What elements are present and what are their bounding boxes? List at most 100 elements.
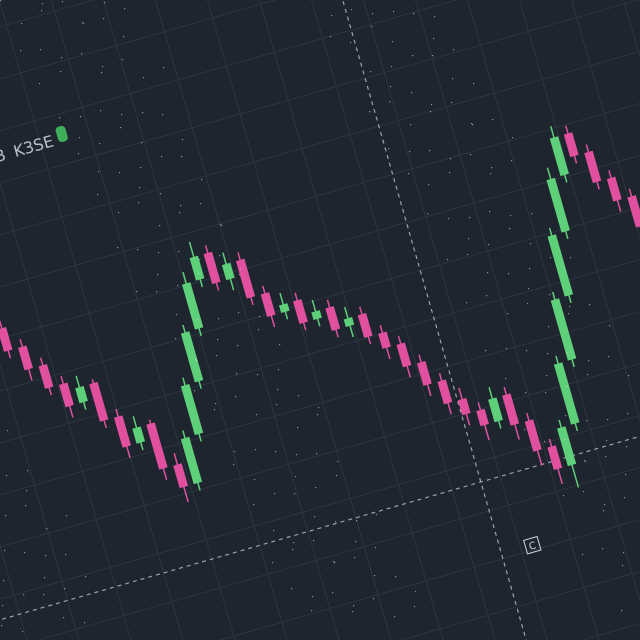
grid-line <box>0 349 640 637</box>
noise-dot <box>201 179 203 181</box>
noise-dot <box>606 440 608 442</box>
noise-dot <box>197 319 199 321</box>
noise-dot <box>45 555 47 557</box>
noise-dot <box>162 114 164 116</box>
noise-dot <box>44 577 46 579</box>
noise-dot <box>117 247 119 249</box>
noise-dot <box>525 392 527 394</box>
noise-dot <box>453 49 455 51</box>
noise-dot <box>62 1 64 3</box>
grid-line <box>0 589 640 640</box>
noise-dot <box>489 211 491 213</box>
grid-line <box>0 0 640 157</box>
noise-dot <box>179 212 181 214</box>
noise-dot <box>40 49 42 51</box>
noise-dot <box>298 395 300 397</box>
noise-dot <box>238 312 240 314</box>
grid-line <box>0 205 640 493</box>
noise-dot <box>124 8 126 10</box>
candle-body <box>557 426 577 467</box>
noise-dot <box>239 274 241 276</box>
candle-body <box>18 345 33 371</box>
noise-dot <box>279 344 281 346</box>
grid-line <box>0 397 640 640</box>
noise-dot <box>199 259 201 261</box>
candle-body <box>563 132 579 158</box>
noise-dot <box>485 350 487 352</box>
candle-body <box>260 292 276 318</box>
grid-line <box>253 0 541 640</box>
noise-dot <box>447 259 449 261</box>
noise-dot <box>623 552 625 554</box>
noise-dot <box>469 217 471 219</box>
noise-dot <box>143 77 145 79</box>
noise-dot <box>137 249 139 251</box>
noise-dot <box>431 104 433 106</box>
candle-body <box>113 415 131 448</box>
noise-dot <box>508 273 510 275</box>
noise-dot <box>1 625 3 627</box>
noise-dot <box>159 225 161 227</box>
candle-body <box>189 255 205 281</box>
grid-line <box>156 0 445 640</box>
noise-dot <box>354 557 356 559</box>
noise-dot <box>255 449 257 451</box>
noise-dot <box>608 356 610 358</box>
noise-dot <box>587 374 589 376</box>
noise-dot <box>272 562 274 564</box>
noise-dot <box>547 353 549 355</box>
noise-dot <box>43 594 45 596</box>
noise-dot <box>609 325 611 327</box>
noise-dot <box>589 304 591 306</box>
noise-dot <box>64 588 66 590</box>
noise-dot <box>240 268 242 270</box>
noise-dot <box>544 441 546 443</box>
noise-dot <box>312 596 314 598</box>
noise-dot <box>430 111 432 113</box>
noise-dot <box>198 273 200 275</box>
noise-dot <box>160 193 162 195</box>
noise-dot <box>427 213 429 215</box>
noise-dot <box>528 288 530 290</box>
noise-dot <box>602 548 604 550</box>
noise-dot <box>391 66 393 68</box>
noise-dot <box>22 631 24 633</box>
noise-dot <box>512 137 514 139</box>
noise-dot <box>492 119 494 121</box>
grid-line <box>349 0 637 640</box>
noise-dot <box>373 598 375 600</box>
candle-body <box>547 445 563 471</box>
noise-dot <box>318 407 320 409</box>
noise-dot <box>221 225 223 227</box>
noise-dot <box>41 10 43 12</box>
noise-dot <box>141 142 143 144</box>
noise-dot <box>120 127 122 129</box>
grid-line <box>493 0 640 640</box>
noise-dot <box>83 23 85 25</box>
noise-dot <box>506 348 508 350</box>
candle-body <box>524 419 542 452</box>
noise-dot <box>369 111 371 113</box>
noise-dot <box>291 588 293 590</box>
noise-dot <box>486 295 488 297</box>
noise-dot <box>157 274 159 276</box>
noise-dot <box>393 11 395 13</box>
noise-dot <box>509 228 511 230</box>
noise-dot <box>275 451 277 453</box>
noise-dot <box>234 451 236 453</box>
noise-dot <box>490 173 492 175</box>
noise-dot <box>4 550 6 552</box>
noise-dot <box>139 187 141 189</box>
noise-dot <box>605 456 607 458</box>
noise-dot <box>371 26 373 28</box>
grid-line <box>445 0 640 640</box>
noise-dot <box>81 53 83 55</box>
candle-body <box>203 251 221 285</box>
noise-dot <box>607 419 609 421</box>
header-label: K3SE <box>11 131 56 161</box>
noise-dot <box>259 316 261 318</box>
candle-body <box>553 362 580 425</box>
noise-dot <box>66 515 68 517</box>
noise-dot <box>432 55 434 57</box>
grid-line <box>0 493 640 640</box>
